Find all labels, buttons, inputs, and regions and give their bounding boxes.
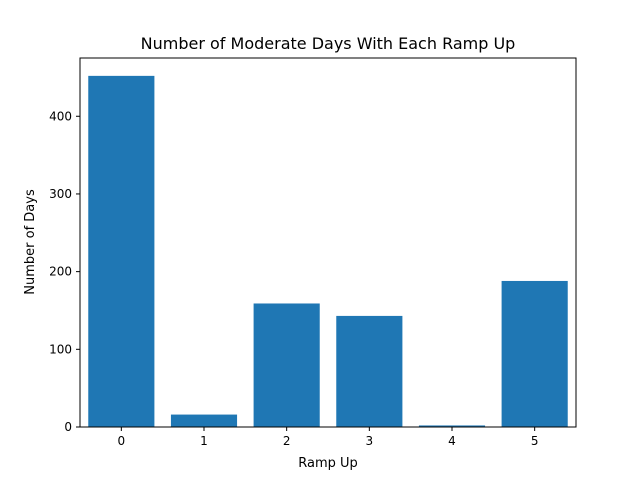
y-tick-label-200: 200 bbox=[49, 265, 72, 279]
bar-1 bbox=[170, 414, 238, 427]
x-tick-label-4: 4 bbox=[448, 434, 456, 448]
bar-4 bbox=[418, 425, 486, 427]
bar-3 bbox=[336, 315, 403, 427]
y-axis-ticks: 0 100 200 300 400 bbox=[49, 109, 80, 434]
x-axis-ticks: 0 1 2 3 4 5 bbox=[118, 427, 539, 448]
x-tick-label-2: 2 bbox=[283, 434, 291, 448]
plot-frame bbox=[79, 57, 577, 428]
bar-0 bbox=[88, 75, 155, 427]
bar-5 bbox=[501, 280, 568, 427]
chart-title: Number of Moderate Days With Each Ramp U… bbox=[141, 34, 516, 53]
y-tick-label-0: 0 bbox=[64, 420, 72, 434]
x-axis-label: Ramp Up bbox=[298, 456, 358, 471]
x-tick-label-1: 1 bbox=[200, 434, 208, 448]
y-tick-label-400: 400 bbox=[49, 109, 72, 123]
x-tick-label-0: 0 bbox=[118, 434, 126, 448]
bars-group bbox=[88, 75, 568, 427]
x-tick-label-5: 5 bbox=[531, 434, 539, 448]
bar-2 bbox=[253, 303, 320, 427]
y-axis-label: Number of Days bbox=[23, 189, 38, 295]
x-tick-label-3: 3 bbox=[366, 434, 374, 448]
y-tick-label-100: 100 bbox=[49, 342, 72, 356]
y-tick-label-300: 300 bbox=[49, 187, 72, 201]
